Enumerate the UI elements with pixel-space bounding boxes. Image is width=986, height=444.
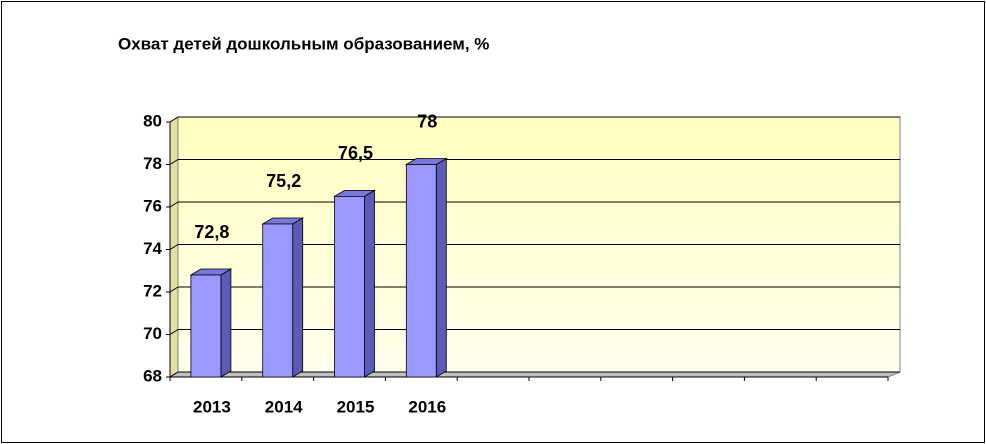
grid-line — [169, 201, 179, 208]
bar-front — [190, 274, 222, 378]
grid-line — [169, 159, 179, 165]
data-label: 78 — [417, 111, 437, 131]
grid-line — [169, 371, 179, 378]
x-tick-label: 2015 — [337, 397, 375, 416]
data-label: 75,2 — [266, 171, 301, 191]
bar-side — [220, 268, 232, 378]
x-tick-label: 2013 — [193, 397, 231, 416]
y-tick-label: 78 — [143, 154, 162, 173]
data-label: 72,8 — [194, 222, 229, 242]
data-label: 76,5 — [338, 143, 373, 163]
bar — [261, 217, 305, 378]
bar-side — [364, 189, 375, 378]
bar-side — [292, 217, 304, 378]
bar — [404, 157, 448, 378]
y-tick-label: 80 — [143, 111, 162, 130]
grid-line — [169, 244, 179, 250]
bar — [333, 189, 376, 378]
y-tick-label: 68 — [143, 366, 162, 385]
bar-front — [405, 164, 437, 378]
y-tick-label: 70 — [143, 324, 162, 343]
y-tick-label: 74 — [143, 239, 162, 258]
bar-front — [334, 195, 365, 378]
bar-front — [262, 223, 294, 378]
bar — [189, 268, 233, 378]
x-tick-label: 2014 — [265, 397, 303, 416]
grid-line — [169, 329, 179, 335]
chart-title: Охват детей дошкольным образованием, % — [118, 34, 489, 53]
grid-line — [169, 116, 179, 123]
bar-side — [435, 157, 447, 378]
x-tick-label: 2016 — [408, 397, 446, 416]
y-tick-label: 76 — [143, 196, 162, 215]
y-tick-label: 72 — [143, 281, 162, 300]
grid-line — [169, 286, 179, 293]
